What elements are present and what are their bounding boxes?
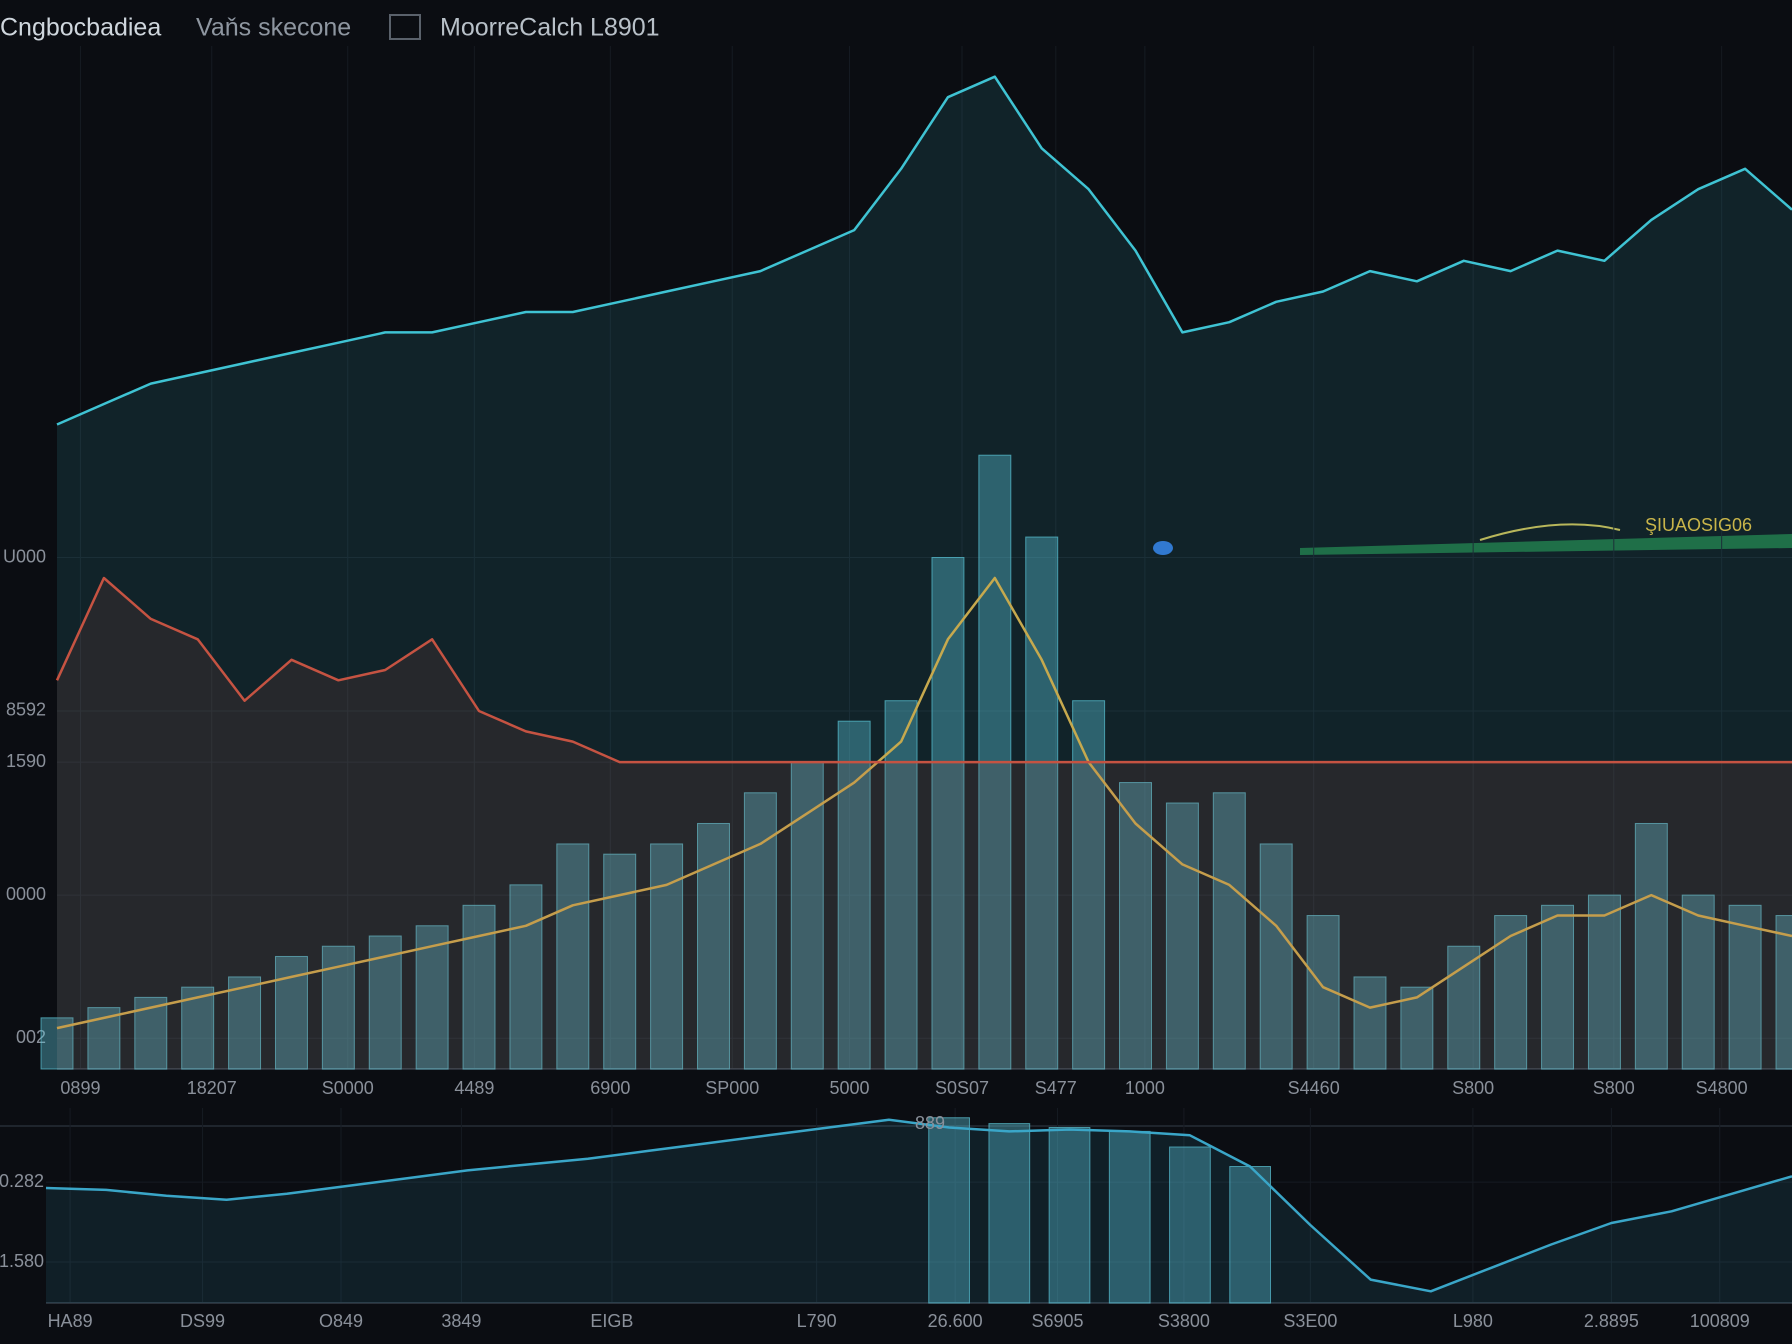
area-fill — [57, 578, 1792, 1069]
x-tick-label: DS99 — [180, 1311, 225, 1331]
bar — [1541, 904, 1575, 1070]
line — [56, 576, 1792, 1030]
x-tick-label: SP000 — [705, 1078, 759, 1098]
x-tick-label: 3849 — [441, 1311, 481, 1331]
bar — [1681, 894, 1715, 1070]
subtitle: Vaňs skecone — [196, 14, 351, 42]
bar — [988, 1123, 1031, 1304]
x-tick-label: 18207 — [187, 1078, 237, 1098]
area-fill — [46, 1119, 1792, 1303]
x-tick-label: 6900 — [590, 1078, 630, 1098]
bar — [928, 1117, 970, 1304]
y-tick-label: 002 — [16, 1027, 46, 1047]
bar — [1048, 1127, 1091, 1304]
x-tick-label: 1000 — [1125, 1078, 1165, 1098]
x-tick-label: 2.8895 — [1584, 1311, 1639, 1331]
bar — [1229, 1166, 1272, 1304]
bar — [1212, 792, 1246, 1070]
decor-marker — [1153, 541, 1173, 555]
bar — [1494, 915, 1528, 1070]
bar — [1353, 976, 1387, 1070]
icon-box — [389, 14, 421, 40]
x-tick-label: 4489 — [454, 1078, 494, 1098]
y-tick-label: 0000 — [6, 884, 46, 904]
y-tick-label: 1590 — [6, 751, 46, 771]
bar — [837, 720, 871, 1070]
decor-band — [1300, 534, 1792, 555]
bar — [1775, 915, 1792, 1070]
annotation: ŞIUAOSIG06 — [1645, 515, 1752, 535]
decor-arc — [1479, 523, 1621, 541]
x-tick-label: L980 — [1453, 1311, 1493, 1331]
bar — [1119, 782, 1152, 1070]
charts: U000 8592 1590 0000 002 0899 18207 S0000 4489 690… — [0, 46, 1792, 1331]
bar — [1165, 802, 1199, 1070]
bar — [228, 976, 262, 1070]
y-tick-label: 1.580 — [0, 1251, 44, 1271]
bar — [743, 792, 777, 1070]
y-tick-label: 8592 — [6, 700, 46, 720]
x-tick-label: S3800 — [1158, 1311, 1210, 1331]
bar — [1728, 904, 1762, 1070]
bar — [931, 557, 965, 1070]
bar — [509, 884, 543, 1070]
x-tick-label: O849 — [319, 1311, 363, 1331]
x-tick-label: S800 — [1452, 1078, 1494, 1098]
area-fill — [57, 76, 1792, 1069]
x-tick-label: S3E00 — [1283, 1311, 1337, 1331]
line — [56, 75, 1792, 426]
panel: U000 8592 1590 0000 002 0899 18207 S0000 4489 690… — [3, 46, 1792, 1098]
y-tick-label: 0.282 — [0, 1171, 44, 1191]
x-tick-label: 0899 — [60, 1078, 100, 1098]
x-tick-label: S0S07 — [935, 1078, 989, 1098]
y-tick-label: U000 — [3, 546, 46, 566]
bar — [1634, 822, 1668, 1070]
x-tick-label: S4460 — [1288, 1078, 1340, 1098]
app-title: Cngbocbadiea — [0, 14, 161, 42]
annotation: 889 — [915, 1113, 945, 1133]
bar — [1259, 843, 1293, 1070]
x-tick-label: HA89 — [48, 1311, 93, 1331]
bar — [1587, 894, 1621, 1070]
x-tick-label: 26.600 — [928, 1311, 983, 1331]
status-text: MoorreCalch L8901 — [440, 14, 660, 42]
x-tick-label: S4800 — [1696, 1078, 1748, 1098]
line — [45, 1118, 1792, 1293]
bar — [1108, 1130, 1151, 1304]
x-tick-label: L790 — [797, 1311, 837, 1331]
x-tick-label: 5000 — [829, 1078, 869, 1098]
x-tick-label: 100809 — [1690, 1311, 1750, 1331]
bar — [1169, 1146, 1211, 1304]
x-tick-label: S6905 — [1031, 1311, 1083, 1331]
line — [55, 576, 1792, 764]
x-tick-label: S477 — [1035, 1078, 1077, 1098]
panel: 0.282 1.580 HA89 DS99 O849 3849 EIGB L790 26.600… — [0, 1108, 1792, 1331]
bar — [603, 853, 637, 1070]
x-tick-label: S0000 — [322, 1078, 374, 1098]
bar — [556, 843, 590, 1070]
x-tick-label: S800 — [1593, 1078, 1635, 1098]
x-tick-label: EIGB — [590, 1311, 633, 1331]
bar — [1025, 536, 1059, 1070]
